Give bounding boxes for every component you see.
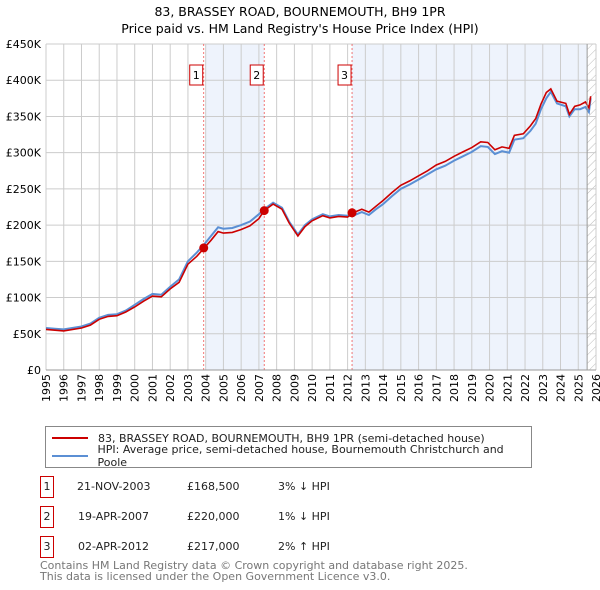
legend: 83, BRASSEY ROAD, BOURNEMOUTH, BH9 1PR (…	[45, 426, 532, 469]
y-tick-label: £250K	[6, 183, 42, 196]
y-tick-label: £0	[27, 364, 41, 377]
x-tick-label: 1997	[75, 374, 88, 402]
x-tick-label: 2012	[342, 374, 355, 402]
legend-label: 83, BRASSEY ROAD, BOURNEMOUTH, BH9 1PR (…	[98, 431, 485, 445]
x-tick-label: 2014	[377, 374, 390, 402]
sale-price: £217,000	[187, 540, 240, 553]
sale-point	[347, 208, 357, 218]
x-tick-label: 2017	[430, 374, 443, 402]
x-tick-label: 2007	[253, 374, 266, 402]
y-tick-label: £150K	[6, 255, 42, 268]
y-tick-label: £50K	[13, 328, 42, 341]
x-tick-label: 2024	[555, 374, 568, 402]
sale-hpi-diff: 1% ↓ HPI	[278, 510, 330, 523]
sale-hpi-diff: 3% ↓ HPI	[278, 480, 330, 493]
y-tick-label: £200K	[6, 219, 42, 232]
x-tick-label: 1998	[93, 374, 106, 402]
sale-row: 2 19-APR-2007 £220,000 1% ↓ HPI	[0, 506, 600, 528]
x-tick-label: 1999	[111, 374, 124, 402]
legend-item-property: 83, BRASSEY ROAD, BOURNEMOUTH, BH9 1PR (…	[46, 429, 485, 447]
x-tick-label: 2004	[200, 374, 213, 402]
x-tick-label: 1995	[40, 374, 53, 402]
x-tick-label: 2010	[306, 374, 319, 402]
x-tick-label: 2003	[182, 374, 195, 402]
x-tick-label: 1996	[58, 374, 71, 402]
x-tick-label: 2018	[448, 374, 461, 402]
sale-marker-box	[337, 64, 352, 86]
x-tick-label: 2005	[217, 374, 230, 402]
x-tick-label: 2009	[288, 374, 301, 402]
legend-swatch-blue	[52, 455, 88, 457]
sale-date: 02-APR-2012	[78, 540, 150, 553]
sale-date: 21-NOV-2003	[77, 480, 151, 493]
sale-date: 19-APR-2007	[78, 510, 150, 523]
y-tick-label: £400K	[6, 74, 42, 87]
x-tick-label: 2015	[395, 374, 408, 402]
x-tick-label: 2013	[359, 374, 372, 402]
x-tick-label: 2008	[271, 374, 284, 402]
y-tick-label: £450K	[6, 38, 42, 51]
property-price-line	[45, 87, 592, 332]
sale-point	[199, 243, 209, 253]
price-chart: 83, BRASSEY ROAD, BOURNEMOUTH, BH9 1PR P…	[6, 4, 600, 402]
sale-marker-box	[249, 64, 264, 86]
legend-swatch-red	[52, 437, 88, 439]
sale-marker-box	[189, 64, 204, 86]
shaded-region	[352, 44, 588, 370]
x-tick-label: 2000	[129, 374, 142, 402]
x-tick-label: 2021	[501, 374, 514, 402]
x-tick-label: 2001	[146, 374, 159, 402]
sale-marker-label: 3	[341, 69, 348, 82]
sale-row: 3 02-APR-2012 £217,000 2% ↑ HPI	[0, 536, 600, 558]
x-tick-label: 2006	[235, 374, 248, 402]
x-tick-label: 2022	[519, 374, 532, 402]
x-tick-label: 2020	[484, 374, 497, 402]
y-tick-label: £300K	[6, 147, 42, 160]
chart-subtitle: Price paid vs. HM Land Registry's House …	[121, 21, 478, 36]
x-tick-label: 2025	[572, 374, 585, 402]
sale-marker-label: 1	[193, 69, 200, 82]
hpi-line	[45, 89, 592, 331]
x-tick-label: 2002	[164, 374, 177, 402]
y-tick-label: £100K	[6, 292, 42, 305]
footer-copyright: Contains HM Land Registry data © Crown c…	[40, 559, 468, 572]
chart-title: 83, BRASSEY ROAD, BOURNEMOUTH, BH9 1PR	[154, 4, 445, 19]
x-tick-label: 2026	[590, 374, 600, 402]
legend-item-hpi: HPI: Average price, semi-detached house,…	[46, 443, 531, 469]
x-tick-label: 2011	[324, 374, 337, 402]
sale-marker-label: 2	[253, 69, 260, 82]
sale-row: 1 21-NOV-2003 £168,500 3% ↓ HPI	[0, 476, 600, 498]
sale-marker-label: 2	[40, 506, 54, 528]
x-tick-label: 2023	[537, 374, 550, 402]
x-tick-label: 2016	[413, 374, 426, 402]
legend-label: HPI: Average price, semi-detached house,…	[97, 443, 504, 469]
sale-price: £220,000	[187, 510, 240, 523]
sale-point	[259, 206, 269, 216]
sale-hpi-diff: 2% ↑ HPI	[278, 540, 330, 553]
sale-marker-label: 3	[40, 536, 54, 558]
sale-marker-label: 1	[40, 476, 54, 498]
x-tick-label: 2019	[466, 374, 479, 402]
shaded-region	[205, 44, 265, 370]
footer: Contains HM Land Registry data © Crown c…	[40, 560, 468, 582]
forecast-hatch	[587, 44, 596, 370]
y-tick-label: £350K	[6, 110, 42, 123]
footer-licence: This data is licensed under the Open Gov…	[40, 570, 391, 583]
sale-price: £168,500	[187, 480, 240, 493]
